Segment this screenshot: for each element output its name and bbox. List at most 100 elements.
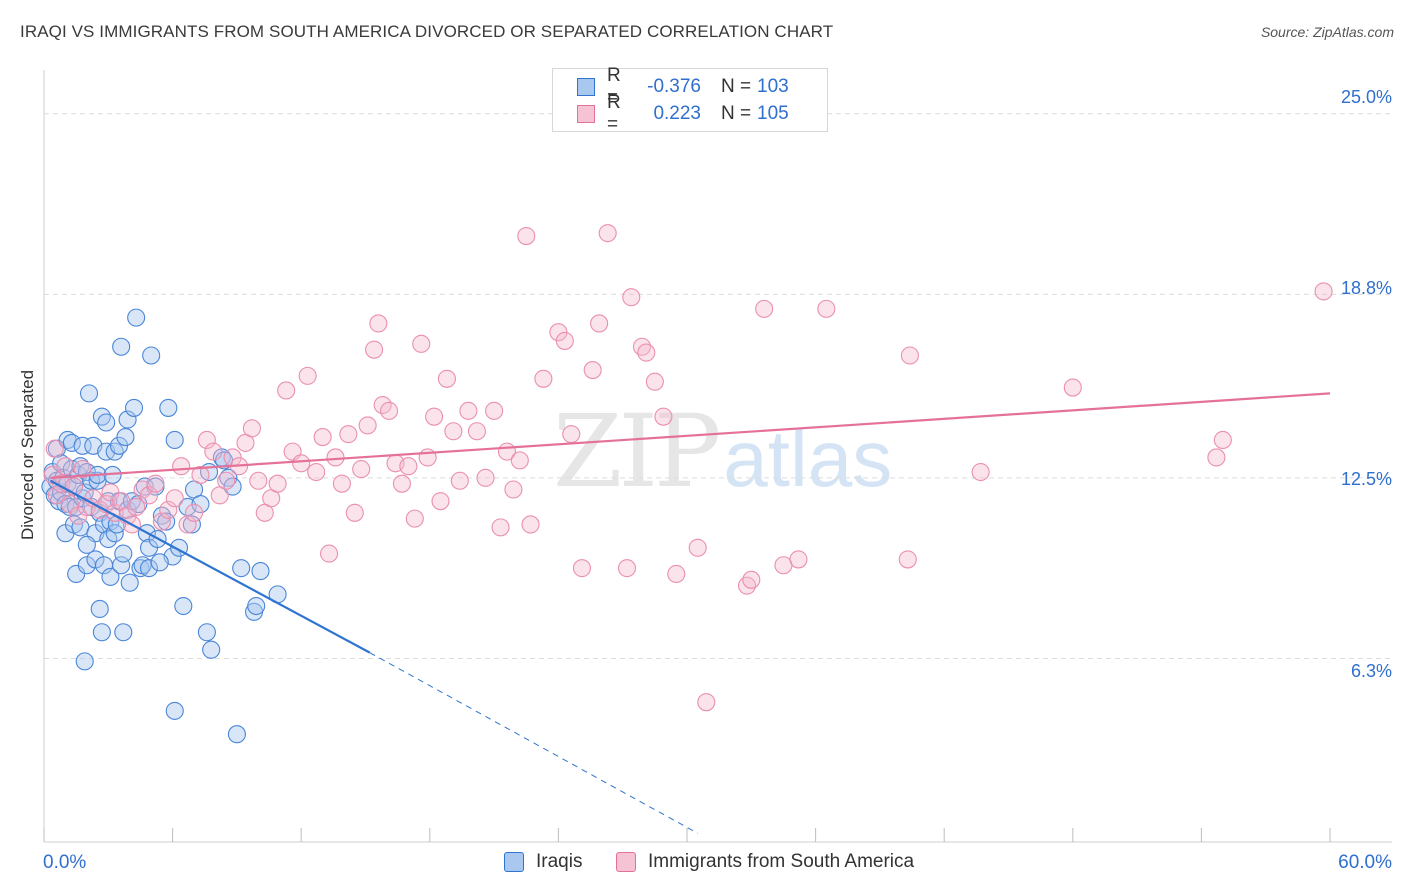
iraqi-point-29 xyxy=(79,384,99,403)
iraqi-point-37 xyxy=(90,599,109,618)
iraqi-point-56 xyxy=(112,556,131,575)
n-label: N = xyxy=(721,103,752,124)
south-america-point-29 xyxy=(197,430,216,450)
south-america-point-53 xyxy=(358,416,377,435)
iraqi-point-90 xyxy=(219,468,238,487)
south-america-point-64 xyxy=(425,407,444,426)
south-america-point-103 xyxy=(898,550,917,569)
south-america-point-66 xyxy=(437,369,456,388)
south-america-point-44 xyxy=(298,366,317,385)
south-america-point-55 xyxy=(369,314,388,333)
source-label: Source: ZipAtlas.com xyxy=(1260,24,1394,40)
iraqi-point-60 xyxy=(118,410,137,429)
south-america-point-99 xyxy=(774,556,793,575)
south-america-point-87 xyxy=(617,559,637,578)
south-america-point-98 xyxy=(755,299,774,318)
south-america-point-69 xyxy=(459,401,478,420)
south-america-point-27 xyxy=(184,503,204,522)
data-points xyxy=(41,224,1333,744)
south-america-point-101 xyxy=(817,299,836,318)
legend-item-south-america[interactable]: Immigrants from South America xyxy=(616,851,914,873)
south-america-point-22 xyxy=(152,512,171,531)
n-label: N = xyxy=(721,76,752,97)
south-america-point-60 xyxy=(399,457,418,476)
south-america-point-1 xyxy=(45,439,64,458)
south-america-point-86 xyxy=(598,224,617,243)
iraqi-point-24 xyxy=(73,436,92,455)
correlation-legend: R = -0.376 N = 103 R = 0.223 N = 105 xyxy=(552,65,828,135)
south-america-point-61 xyxy=(405,509,424,528)
r-value: -0.376 xyxy=(647,76,701,97)
iraqi-point-40 xyxy=(92,623,111,642)
south-america-point-49 xyxy=(332,474,351,493)
south-america-point-105 xyxy=(1063,378,1082,397)
south-america-point-73 xyxy=(491,518,510,537)
south-america-point-97 xyxy=(742,570,761,589)
iraqi-point-15 xyxy=(62,433,81,452)
legend-swatch-blue xyxy=(577,78,595,96)
south-america-point-81 xyxy=(555,331,574,350)
south-america-point-107 xyxy=(1213,430,1232,450)
iraqi-point-79 xyxy=(165,430,184,450)
iraqi-trend-line xyxy=(49,479,371,654)
iraqi-point-58 xyxy=(116,428,135,447)
iraqi-point-96 xyxy=(251,562,270,581)
south-america-point-95 xyxy=(697,693,716,712)
iraqi-point-48 xyxy=(101,567,120,586)
watermark-zip: ZIP xyxy=(553,393,721,510)
legend-label-iraqis: Iraqis xyxy=(536,851,583,872)
y-tick-label-18-8: 18.8% xyxy=(1340,278,1392,298)
legend-swatch-pink xyxy=(616,852,636,872)
south-america-point-2 xyxy=(47,486,66,505)
south-america-point-67 xyxy=(444,422,463,441)
south-america-point-23 xyxy=(159,500,178,519)
south-america-point-37 xyxy=(249,471,268,490)
r-label: R = xyxy=(607,65,621,108)
south-america-point-4 xyxy=(56,457,75,476)
iraqi-point-86 xyxy=(197,623,216,642)
south-america-point-46 xyxy=(313,428,332,447)
legend-swatch-blue xyxy=(504,852,524,872)
south-america-point-71 xyxy=(476,468,495,487)
south-america-point-8 xyxy=(73,460,92,479)
south-america-point-32 xyxy=(217,471,236,490)
legend-swatch-pink xyxy=(577,105,595,123)
iraqi-point-75 xyxy=(157,512,176,531)
south-america-point-108 xyxy=(1314,282,1333,301)
iraqi-point-101 xyxy=(77,535,96,554)
south-america-point-76 xyxy=(510,451,529,470)
south-america-point-90 xyxy=(637,343,656,362)
axes xyxy=(43,70,1392,843)
iraqi-point-78 xyxy=(165,701,184,720)
south-america-point-36 xyxy=(242,419,261,438)
south-america-point-78 xyxy=(521,515,540,534)
south-america-point-48 xyxy=(326,448,345,467)
y-axis-title: Divorced or Separated xyxy=(18,369,37,541)
watermark: ZIPatlas xyxy=(553,402,892,509)
legend-row-iraqis: R = -0.376 N = 103 xyxy=(577,65,789,108)
legend-item-iraqis[interactable]: Iraqis xyxy=(504,851,582,873)
iraqi-point-76 xyxy=(159,398,178,417)
south-america-point-68 xyxy=(450,471,469,490)
y-tick-label-12-5: 12.5% xyxy=(1340,469,1392,489)
south-america-point-72 xyxy=(485,401,504,420)
south-america-point-85 xyxy=(590,314,609,333)
south-america-point-79 xyxy=(534,369,553,388)
south-america-point-91 xyxy=(645,372,664,391)
south-america-trend-line xyxy=(50,392,1331,479)
iraqi-point-88 xyxy=(202,640,221,659)
iraqi-point-44 xyxy=(97,413,116,432)
iraqi-point-100 xyxy=(114,544,133,563)
south-america-point-30 xyxy=(204,442,223,461)
south-america-point-57 xyxy=(380,401,399,420)
iraqi-trend-extension xyxy=(369,652,698,834)
south-america-point-51 xyxy=(345,503,364,522)
south-america-point-82 xyxy=(562,425,581,444)
trend-lines xyxy=(49,392,1331,834)
south-america-point-54 xyxy=(365,340,384,359)
iraqi-point-71 xyxy=(142,346,161,365)
south-america-point-59 xyxy=(392,474,411,493)
south-america-point-92 xyxy=(654,407,673,426)
south-america-point-50 xyxy=(339,425,358,444)
